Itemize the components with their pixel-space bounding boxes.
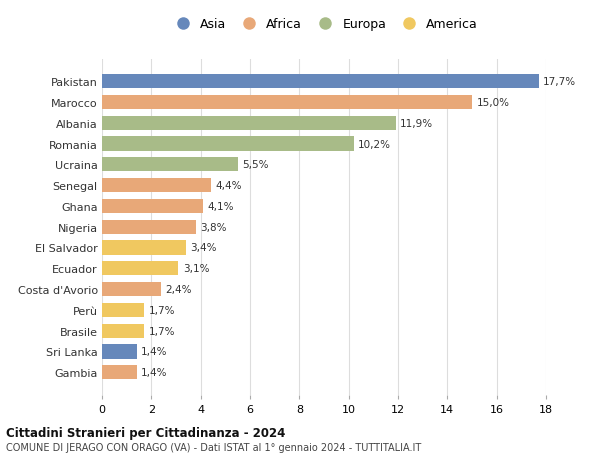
Text: 5,5%: 5,5%	[242, 160, 269, 170]
Text: COMUNE DI JERAGO CON ORAGO (VA) - Dati ISTAT al 1° gennaio 2024 - TUTTITALIA.IT: COMUNE DI JERAGO CON ORAGO (VA) - Dati I…	[6, 442, 421, 452]
Text: 10,2%: 10,2%	[358, 139, 391, 149]
Bar	[102, 262, 178, 276]
Bar	[102, 303, 144, 317]
Text: 1,7%: 1,7%	[148, 326, 175, 336]
Text: 1,4%: 1,4%	[141, 368, 167, 377]
Text: 1,7%: 1,7%	[148, 305, 175, 315]
Bar	[102, 137, 353, 151]
Bar	[102, 282, 161, 297]
Bar	[102, 324, 144, 338]
Bar	[102, 199, 203, 213]
Text: 3,8%: 3,8%	[200, 222, 227, 232]
Bar	[102, 179, 211, 193]
Bar	[102, 158, 238, 172]
Bar	[102, 117, 395, 130]
Text: Cittadini Stranieri per Cittadinanza - 2024: Cittadini Stranieri per Cittadinanza - 2…	[6, 426, 286, 439]
Text: 4,1%: 4,1%	[208, 202, 234, 212]
Text: 17,7%: 17,7%	[543, 77, 576, 87]
Legend: Asia, Africa, Europa, America: Asia, Africa, Europa, America	[167, 16, 481, 34]
Bar	[102, 241, 186, 255]
Text: 11,9%: 11,9%	[400, 118, 433, 129]
Bar	[102, 220, 196, 234]
Text: 3,1%: 3,1%	[183, 264, 209, 274]
Bar	[102, 75, 539, 89]
Bar	[102, 345, 137, 359]
Text: 2,4%: 2,4%	[166, 285, 192, 294]
Text: 1,4%: 1,4%	[141, 347, 167, 357]
Text: 15,0%: 15,0%	[476, 98, 509, 108]
Bar	[102, 365, 137, 380]
Bar	[102, 95, 472, 110]
Text: 3,4%: 3,4%	[190, 243, 217, 253]
Text: 4,4%: 4,4%	[215, 181, 241, 190]
